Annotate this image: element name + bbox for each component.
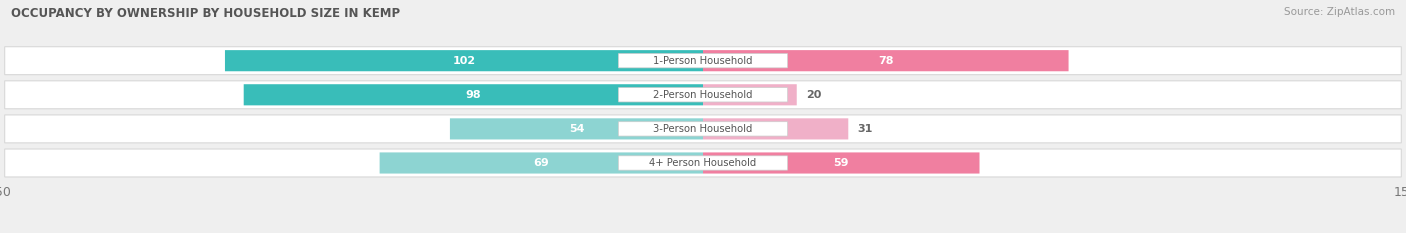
- Text: 4+ Person Household: 4+ Person Household: [650, 158, 756, 168]
- FancyBboxPatch shape: [619, 156, 787, 170]
- FancyBboxPatch shape: [619, 122, 787, 136]
- Text: 2-Person Household: 2-Person Household: [654, 90, 752, 100]
- Text: 102: 102: [453, 56, 475, 66]
- Text: 59: 59: [834, 158, 849, 168]
- Text: 31: 31: [858, 124, 873, 134]
- Text: 3-Person Household: 3-Person Household: [654, 124, 752, 134]
- FancyBboxPatch shape: [619, 88, 787, 102]
- Text: OCCUPANCY BY OWNERSHIP BY HOUSEHOLD SIZE IN KEMP: OCCUPANCY BY OWNERSHIP BY HOUSEHOLD SIZE…: [11, 7, 401, 20]
- FancyBboxPatch shape: [619, 54, 787, 68]
- FancyBboxPatch shape: [4, 81, 1402, 109]
- FancyBboxPatch shape: [703, 50, 1069, 71]
- Text: 20: 20: [806, 90, 821, 100]
- FancyBboxPatch shape: [380, 152, 703, 174]
- FancyBboxPatch shape: [703, 152, 980, 174]
- Text: 1-Person Household: 1-Person Household: [654, 56, 752, 66]
- Text: 78: 78: [877, 56, 894, 66]
- FancyBboxPatch shape: [225, 50, 703, 71]
- FancyBboxPatch shape: [4, 47, 1402, 75]
- FancyBboxPatch shape: [4, 149, 1402, 177]
- Text: 69: 69: [533, 158, 550, 168]
- Text: Source: ZipAtlas.com: Source: ZipAtlas.com: [1284, 7, 1395, 17]
- FancyBboxPatch shape: [703, 118, 848, 140]
- Text: 54: 54: [568, 124, 585, 134]
- FancyBboxPatch shape: [450, 118, 703, 140]
- Text: 98: 98: [465, 90, 481, 100]
- FancyBboxPatch shape: [243, 84, 703, 105]
- FancyBboxPatch shape: [703, 84, 797, 105]
- FancyBboxPatch shape: [4, 115, 1402, 143]
